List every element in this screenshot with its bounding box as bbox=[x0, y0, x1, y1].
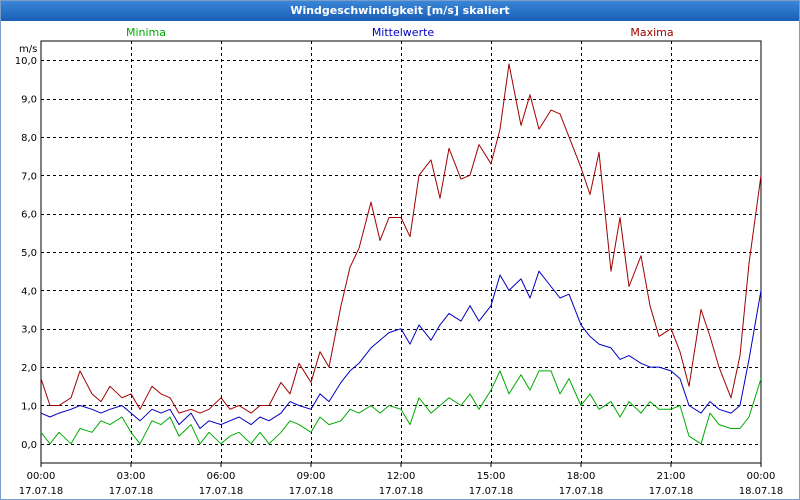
x-tick-time: 21:00 bbox=[657, 471, 686, 482]
x-tick-date: 17.07.18 bbox=[199, 486, 244, 497]
y-tick-label: 2,0 bbox=[21, 363, 37, 374]
x-tick-time: 15:00 bbox=[477, 471, 506, 482]
wind-speed-chart: 0,0 1,0 2,0 3,0 4,0 5,0 6,0 7,0 8,0 9,0 10,0 00:00… bbox=[15, 26, 784, 497]
x-tick-date: 17.07.18 bbox=[559, 486, 604, 497]
x-tick-date: 17.07.18 bbox=[289, 486, 334, 497]
series-line-mittelwerte bbox=[40, 270, 762, 429]
x-tick-time: 09:00 bbox=[297, 471, 326, 482]
legend-minima: Minima bbox=[126, 26, 166, 39]
x-tick-date: 17.07.18 bbox=[19, 486, 64, 497]
x-tick-time: 03:00 bbox=[117, 471, 146, 482]
y-tick-label: 1,0 bbox=[21, 401, 37, 412]
x-tick-date: 17.07.18 bbox=[379, 486, 424, 497]
y-tick-label: 7,0 bbox=[21, 171, 37, 182]
x-tick-time: 00:00 bbox=[747, 471, 776, 482]
x-tick-date: 18.07.18 bbox=[739, 486, 784, 497]
chart-title: Windgeschwindigkeit [m/s] skaliert bbox=[1, 1, 799, 21]
y-tick-label: 0,0 bbox=[21, 440, 37, 451]
y-axis-label: m/s bbox=[19, 44, 37, 55]
y-tick-label: 10,0 bbox=[15, 56, 37, 67]
x-tick-date: 17.07.18 bbox=[469, 486, 514, 497]
y-tick-label: 8,0 bbox=[21, 133, 37, 144]
x-tick-time: 06:00 bbox=[207, 471, 236, 482]
y-tick-label: 3,0 bbox=[21, 325, 37, 336]
x-tick-date: 17.07.18 bbox=[649, 486, 694, 497]
x-tick-date: 17.07.18 bbox=[109, 486, 154, 497]
series-line-minima bbox=[40, 370, 762, 445]
x-tick-time: 18:00 bbox=[567, 471, 596, 482]
y-tick-label: 4,0 bbox=[21, 286, 37, 297]
series-line-maxima bbox=[40, 63, 762, 414]
y-tick-label: 5,0 bbox=[21, 248, 37, 259]
y-tick-label: 6,0 bbox=[21, 210, 37, 221]
legend-maxima: Maxima bbox=[630, 26, 673, 39]
x-tick-time: 00:00 bbox=[27, 471, 56, 482]
y-tick-label: 9,0 bbox=[21, 95, 37, 106]
legend-mittelwerte: Mittelwerte bbox=[372, 26, 435, 39]
x-tick-time: 12:00 bbox=[387, 471, 416, 482]
